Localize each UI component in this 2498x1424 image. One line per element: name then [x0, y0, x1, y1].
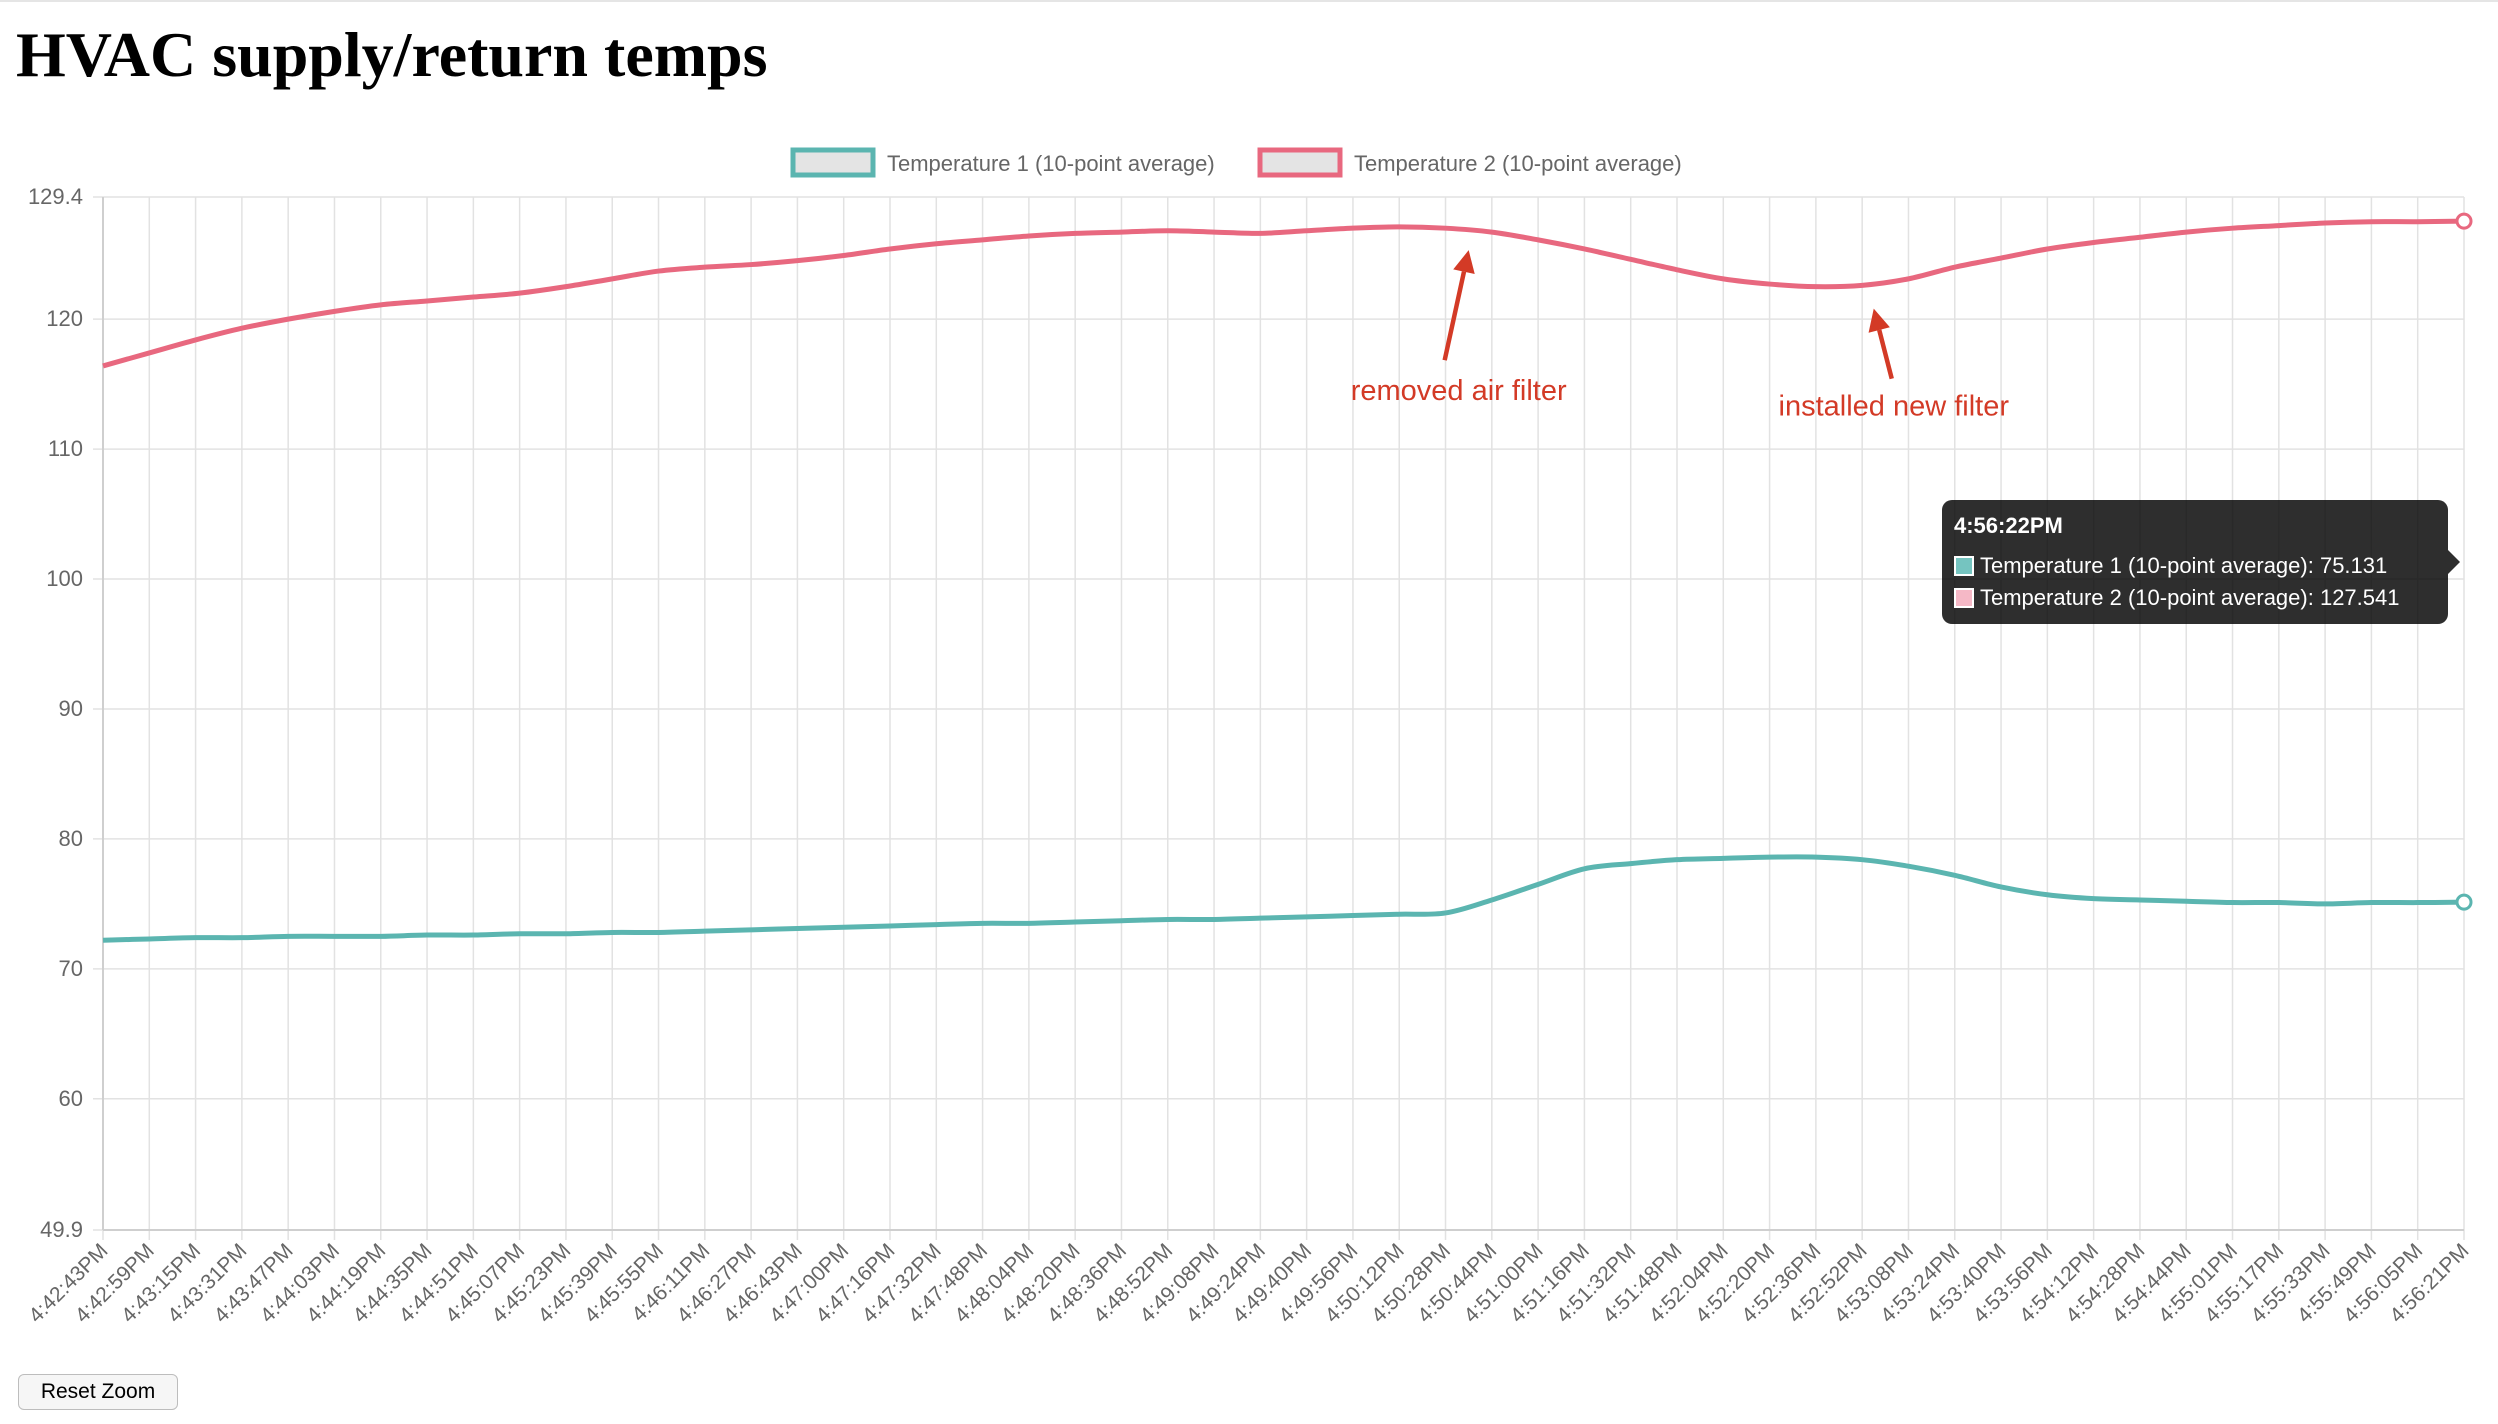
y-tick-label: 60 — [59, 1086, 83, 1111]
y-tick-label: 100 — [46, 566, 83, 591]
x-axis-ticks: 4:42:43PM4:42:59PM4:43:15PM4:43:31PM4:43… — [24, 1239, 2473, 1327]
tooltip-title: 4:56:22PM — [1954, 513, 2063, 538]
tooltip-swatch-temperature-2 — [1954, 588, 1974, 608]
legend-swatch-temperature-2[interactable] — [1257, 147, 1343, 178]
tooltip-row-temperature-1: Temperature 1 (10-point average): 75.131 — [1954, 550, 2436, 582]
y-tick-label: 129.4 — [28, 184, 83, 209]
legend-label-temperature-2[interactable]: Temperature 2 (10-point average) — [1354, 151, 1682, 176]
annotation-arrowhead-1 — [1453, 250, 1475, 275]
page-title: HVAC supply/return temps — [16, 19, 768, 90]
chart-tooltip: 4:56:22PM Temperature 1 (10-point averag… — [1942, 500, 2460, 624]
series-point-temperature-1[interactable] — [2455, 893, 2473, 911]
y-tick-label: 120 — [46, 306, 83, 331]
y-tick-label: 110 — [48, 436, 83, 461]
legend-label-temperature-1[interactable]: Temperature 1 (10-point average) — [887, 151, 1215, 176]
tooltip-label-temperature-2: Temperature 2 (10-point average): 127.54… — [1980, 585, 2400, 610]
series-point-temperature-2[interactable] — [2455, 212, 2473, 230]
y-axis-ticks: 129.4 120 110 100 90 80 70 60 49.9 — [28, 184, 83, 1242]
top-divider — [0, 0, 2498, 2]
y-tick-label: 70 — [59, 956, 83, 981]
y-tick-label: 80 — [59, 826, 83, 851]
y-tick-label: 90 — [59, 696, 83, 721]
chart-series — [102, 212, 2473, 943]
series-line-temperature-2 — [102, 218, 2465, 369]
annotation-arrow-2 — [1877, 329, 1894, 380]
y-tick-label: 49.9 — [40, 1217, 83, 1242]
series-line-temperature-1 — [102, 854, 2465, 943]
annotation-label-1: removed air filter — [1351, 375, 1567, 407]
legend-swatch-temperature-1[interactable] — [790, 147, 876, 178]
annotation-label-2: installed new filter — [1779, 391, 2010, 423]
annotation-arrowhead-2 — [1868, 308, 1890, 333]
chart-annotations: removed air filter installed new filter — [1351, 250, 2010, 423]
chart-legend[interactable]: Temperature 1 (10-point average) Temperat… — [790, 147, 1682, 178]
tooltip-swatch-temperature-1 — [1954, 556, 1974, 576]
tooltip-label-temperature-1: Temperature 1 (10-point average): 75.131 — [1980, 553, 2388, 578]
annotation-arrow-1 — [1442, 271, 1467, 361]
reset-zoom-button[interactable]: Reset Zoom — [18, 1374, 178, 1410]
chart-grid — [93, 196, 2465, 1240]
tooltip-row-temperature-2: Temperature 2 (10-point average): 127.54… — [1954, 582, 2436, 614]
